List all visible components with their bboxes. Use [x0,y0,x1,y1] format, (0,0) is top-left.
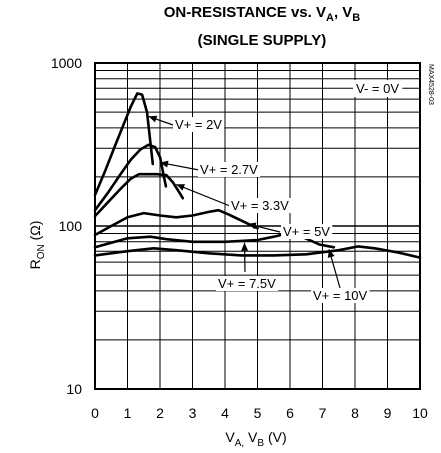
x-tick-label: 5 [254,405,262,421]
condition-label: V- = 0V [356,81,399,96]
x-axis-label: VA, VB (V) [225,429,286,449]
title-sub-b: B [352,12,360,24]
y-tick-label: 1000 [51,55,82,71]
x-tick-label: 7 [319,405,327,421]
x-tick-label: 0 [91,405,99,421]
x-tick-labels: 0 1 2 3 4 5 6 7 8 9 10 [91,405,428,421]
title-prefix: ON-RESISTANCE vs. V [164,4,326,21]
annotation-background [229,198,292,213]
y-tick-label: 100 [59,218,83,234]
chart-title-line2: (SINGLE SUPPLY) [198,32,327,49]
annotation-arrowhead [176,184,185,191]
chart-title-line1: ON-RESISTANCE vs. VA, VB [164,4,361,24]
annotation-arrowhead [148,115,158,123]
annotation-v2: V+ = 2V [175,117,222,132]
plot-frame [94,62,421,390]
y-tick-labels: 10 100 1000 [51,55,82,397]
annotation-arrowhead [241,242,249,251]
series-line-v33 [93,172,185,218]
title-sep: , V [334,4,352,21]
series-layer [93,92,422,259]
annotation-arrowhead [327,249,335,258]
annotation-background [173,117,225,132]
title-sub-a: A [326,12,334,24]
condition-label-background [353,80,403,97]
y-tick-label: 10 [66,381,82,397]
x-tick-label: 1 [124,405,132,421]
series-line-v75 [93,232,336,249]
x-tick-label: 10 [412,405,428,421]
annotation-arrowhead [160,160,169,168]
annotation-v5: V+ = 5V [283,224,330,239]
x-tick-label: 2 [156,405,164,421]
x-tick-label: 8 [351,405,359,421]
series-line-v2 [93,92,155,197]
x-tick-label: 4 [221,405,229,421]
annotation-arrowhead [247,222,257,230]
annotation-v3-3: V+ = 3.3V [231,198,289,213]
annotation-v7-5: V+ = 7.5V [218,276,276,291]
annotation-background [281,224,333,239]
annotation-background [216,276,279,291]
x-tick-label: 3 [189,405,197,421]
series-line-v27 [93,143,168,212]
leader-layer [148,115,341,289]
annotation-leader [176,183,231,207]
annotation-background [198,162,261,177]
side-code: MAX4528-03 [427,64,434,105]
series-line-v5 [93,208,259,237]
x-tick-label: 6 [286,405,294,421]
y-axis-label: RON (Ω) [27,221,47,270]
annotation-v2-7: V+ = 2.7V [200,162,258,177]
annotation-background [311,288,370,303]
series-line-v10 [93,245,422,259]
x-tick-label: 9 [384,405,392,421]
annotation-v10: V+ = 10V [313,288,368,303]
